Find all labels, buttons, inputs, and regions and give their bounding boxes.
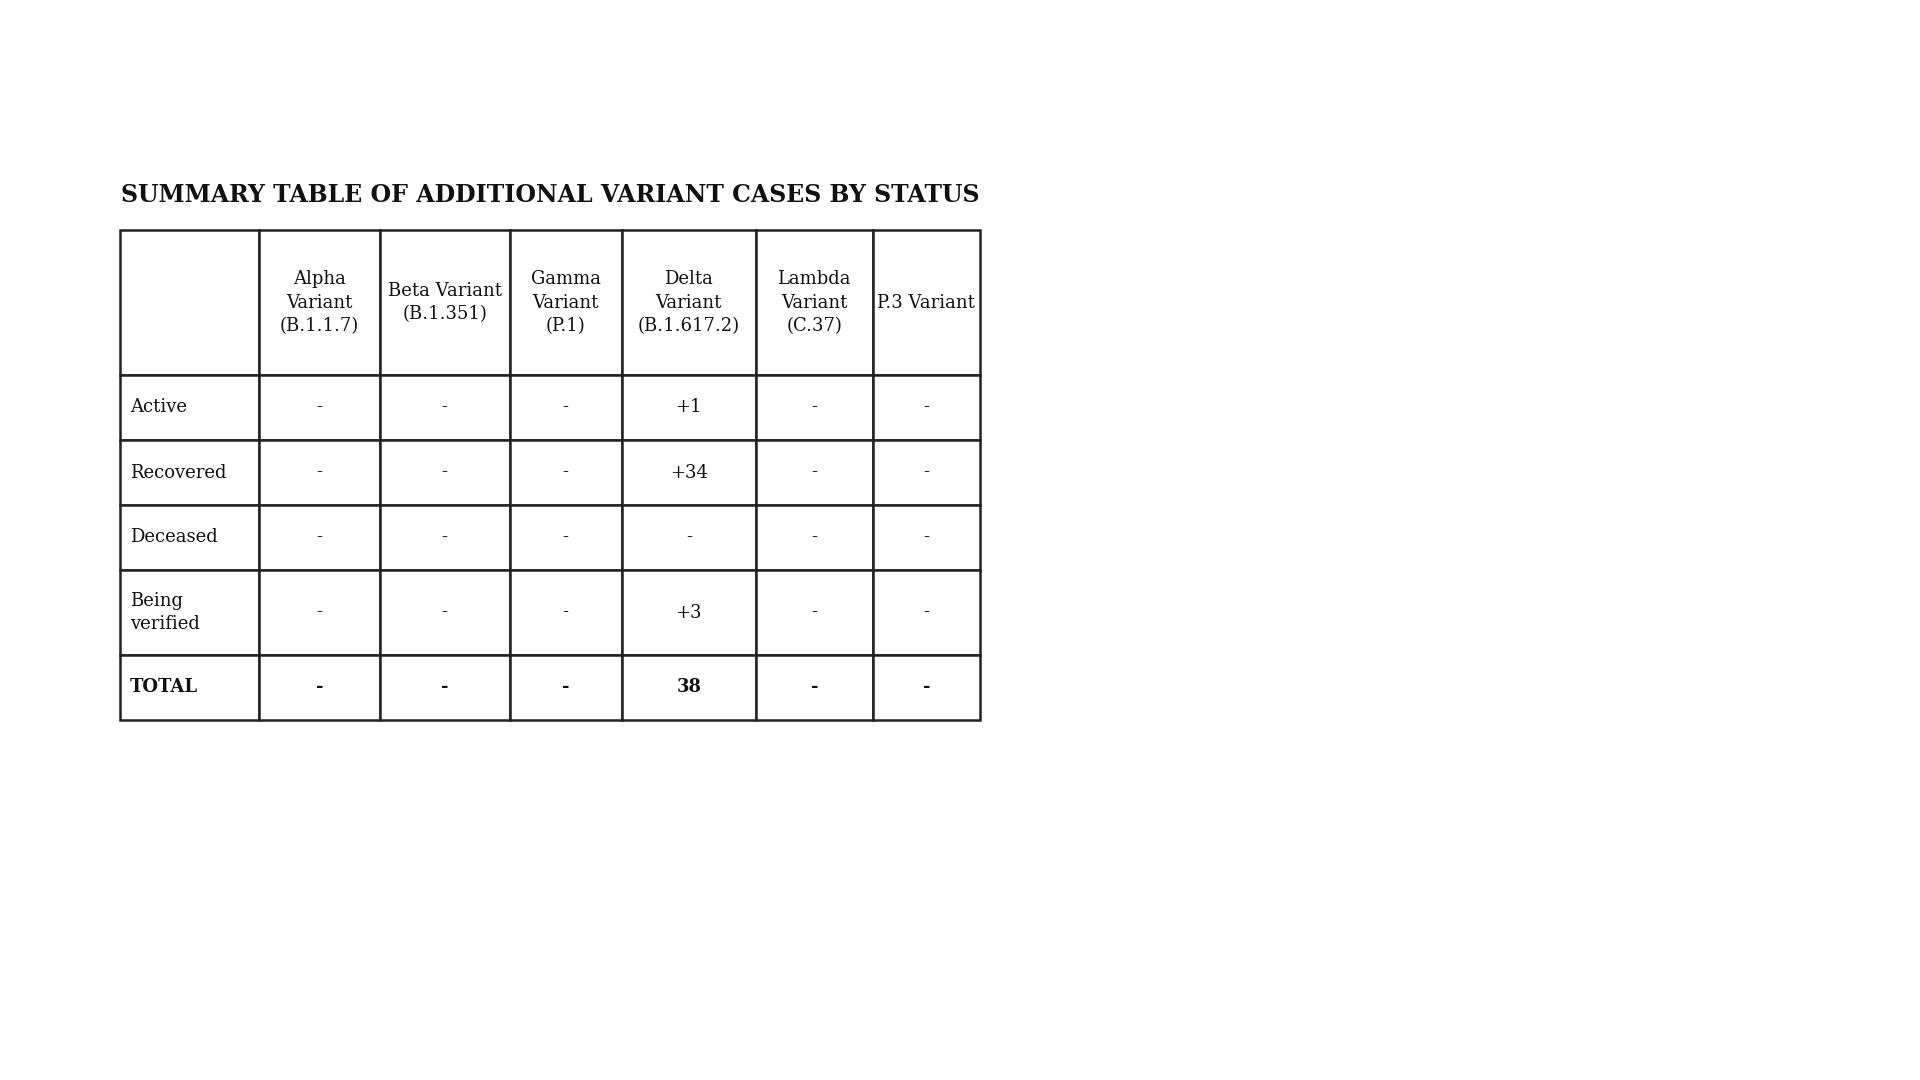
Bar xyxy=(756,505,872,570)
Bar xyxy=(380,505,509,570)
Text: +3: +3 xyxy=(676,604,703,621)
Text: Delta
Variant
(B.1.617.2): Delta Variant (B.1.617.2) xyxy=(637,270,739,335)
Text: -: - xyxy=(315,678,323,697)
Text: -: - xyxy=(810,678,818,697)
Text: -: - xyxy=(317,399,323,417)
Text: -: - xyxy=(563,463,568,482)
Bar xyxy=(119,230,259,375)
Bar xyxy=(872,505,979,570)
Bar xyxy=(622,230,756,375)
Text: -: - xyxy=(563,678,570,697)
Bar xyxy=(119,375,259,440)
Bar xyxy=(756,570,872,654)
Text: -: - xyxy=(924,463,929,482)
Bar xyxy=(872,654,979,720)
Bar xyxy=(872,375,979,440)
Bar xyxy=(119,505,259,570)
Text: Beta Variant
(B.1.351): Beta Variant (B.1.351) xyxy=(388,282,501,323)
Bar xyxy=(756,440,872,505)
Bar xyxy=(509,654,622,720)
Text: TOTAL: TOTAL xyxy=(131,678,198,697)
Text: Alpha
Variant
(B.1.1.7): Alpha Variant (B.1.1.7) xyxy=(280,270,359,335)
Text: Gamma
Variant
(P.1): Gamma Variant (P.1) xyxy=(530,270,601,335)
Text: -: - xyxy=(442,399,447,417)
Text: Being
verified: Being verified xyxy=(131,592,200,633)
Text: -: - xyxy=(563,528,568,546)
Bar xyxy=(119,440,259,505)
Bar xyxy=(509,375,622,440)
Text: -: - xyxy=(812,463,818,482)
Text: Lambda
Variant
(C.37): Lambda Variant (C.37) xyxy=(778,270,851,335)
Bar xyxy=(622,505,756,570)
Text: -: - xyxy=(924,604,929,621)
Bar xyxy=(756,654,872,720)
Bar xyxy=(509,570,622,654)
Bar xyxy=(259,440,380,505)
Bar xyxy=(756,230,872,375)
Bar xyxy=(259,654,380,720)
Bar xyxy=(259,230,380,375)
Bar xyxy=(622,654,756,720)
Bar xyxy=(259,570,380,654)
Bar xyxy=(622,440,756,505)
Bar xyxy=(622,570,756,654)
Text: -: - xyxy=(812,604,818,621)
Text: +34: +34 xyxy=(670,463,708,482)
Text: -: - xyxy=(317,604,323,621)
Text: Recovered: Recovered xyxy=(131,463,227,482)
Text: -: - xyxy=(922,678,929,697)
Bar xyxy=(380,440,509,505)
Text: -: - xyxy=(812,399,818,417)
Bar xyxy=(509,230,622,375)
Bar xyxy=(380,230,509,375)
Text: -: - xyxy=(442,678,449,697)
Bar xyxy=(380,570,509,654)
Bar xyxy=(119,654,259,720)
Text: -: - xyxy=(442,528,447,546)
Text: -: - xyxy=(317,463,323,482)
Text: Active: Active xyxy=(131,399,186,417)
Bar xyxy=(259,505,380,570)
Text: 38: 38 xyxy=(676,678,701,697)
Text: P.3 Variant: P.3 Variant xyxy=(877,294,975,311)
Bar xyxy=(119,570,259,654)
Text: SUMMARY TABLE OF ADDITIONAL VARIANT CASES BY STATUS: SUMMARY TABLE OF ADDITIONAL VARIANT CASE… xyxy=(121,183,979,207)
Bar xyxy=(872,570,979,654)
Bar xyxy=(872,230,979,375)
Text: -: - xyxy=(685,528,691,546)
Text: Deceased: Deceased xyxy=(131,528,217,546)
Text: -: - xyxy=(924,399,929,417)
Text: -: - xyxy=(442,604,447,621)
Text: -: - xyxy=(812,528,818,546)
Text: +1: +1 xyxy=(676,399,703,417)
Text: -: - xyxy=(924,528,929,546)
Bar xyxy=(259,375,380,440)
Text: -: - xyxy=(442,463,447,482)
Text: -: - xyxy=(317,528,323,546)
Bar xyxy=(756,375,872,440)
Bar xyxy=(509,505,622,570)
Bar xyxy=(872,440,979,505)
Bar xyxy=(509,440,622,505)
Bar xyxy=(380,375,509,440)
Text: -: - xyxy=(563,604,568,621)
Bar xyxy=(380,654,509,720)
Text: -: - xyxy=(563,399,568,417)
Bar xyxy=(622,375,756,440)
